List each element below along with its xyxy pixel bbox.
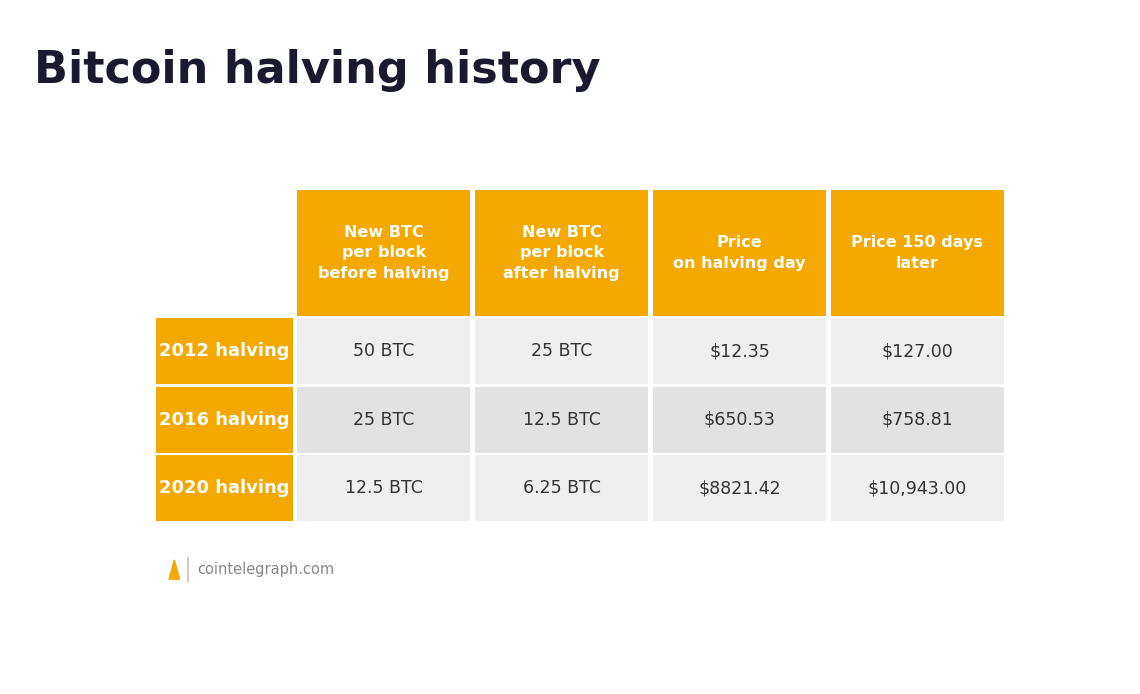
Text: $8821.42: $8821.42 [698, 479, 781, 497]
FancyBboxPatch shape [831, 455, 1004, 521]
FancyBboxPatch shape [298, 387, 471, 452]
Text: 25 BTC: 25 BTC [353, 411, 415, 429]
Text: $12.35: $12.35 [709, 342, 770, 360]
FancyBboxPatch shape [653, 387, 826, 452]
Text: $758.81: $758.81 [881, 411, 953, 429]
FancyBboxPatch shape [156, 190, 293, 316]
FancyBboxPatch shape [831, 190, 1004, 316]
FancyBboxPatch shape [653, 319, 826, 384]
FancyBboxPatch shape [298, 455, 471, 521]
Text: 2020 halving: 2020 halving [158, 479, 290, 497]
FancyBboxPatch shape [156, 319, 293, 384]
Text: New BTC
per block
before halving: New BTC per block before halving [318, 225, 449, 281]
Text: 2016 halving: 2016 halving [158, 411, 290, 429]
Text: 6.25 BTC: 6.25 BTC [522, 479, 601, 497]
FancyBboxPatch shape [475, 319, 649, 384]
FancyBboxPatch shape [298, 190, 471, 316]
FancyBboxPatch shape [156, 455, 293, 521]
FancyBboxPatch shape [156, 387, 293, 452]
Text: $650.53: $650.53 [703, 411, 775, 429]
FancyBboxPatch shape [831, 387, 1004, 452]
Text: 12.5 BTC: 12.5 BTC [345, 479, 423, 497]
FancyBboxPatch shape [831, 319, 1004, 384]
FancyBboxPatch shape [475, 387, 649, 452]
Text: 12.5 BTC: 12.5 BTC [522, 411, 601, 429]
FancyBboxPatch shape [653, 455, 826, 521]
Text: 2012 halving: 2012 halving [158, 342, 290, 360]
FancyBboxPatch shape [475, 190, 649, 316]
Text: Price
on halving day: Price on halving day [673, 235, 806, 271]
Text: cointelegraph.com: cointelegraph.com [197, 562, 334, 577]
Text: 50 BTC: 50 BTC [353, 342, 415, 360]
Text: New BTC
per block
after halving: New BTC per block after halving [503, 225, 620, 281]
FancyBboxPatch shape [475, 455, 649, 521]
FancyBboxPatch shape [653, 190, 826, 316]
Text: 25 BTC: 25 BTC [531, 342, 593, 360]
Text: Price 150 days
later: Price 150 days later [852, 235, 983, 271]
Polygon shape [169, 560, 180, 579]
FancyBboxPatch shape [298, 319, 471, 384]
Text: $127.00: $127.00 [881, 342, 953, 360]
Text: $10,943.00: $10,943.00 [868, 479, 967, 497]
Text: Bitcoin halving history: Bitcoin halving history [34, 49, 601, 92]
